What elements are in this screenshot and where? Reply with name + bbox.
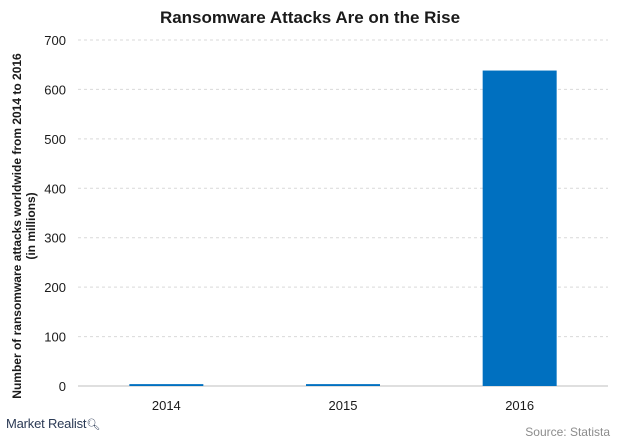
y-tick-label: 200	[44, 280, 66, 295]
y-tick-label: 0	[59, 379, 66, 394]
magnifier-icon: 🔍︎	[86, 419, 101, 431]
bars	[129, 70, 557, 386]
y-tick-label: 700	[44, 33, 66, 48]
x-tick-labels: 2014 2015 2016	[152, 398, 534, 413]
brand-logo: Market Realist🔍︎	[6, 416, 100, 431]
bar-2015	[306, 384, 380, 386]
x-tick-label: 2015	[329, 398, 358, 413]
source-note: Source: Statista	[525, 425, 610, 439]
x-tick-label: 2014	[152, 398, 181, 413]
y-tick-label: 400	[44, 181, 66, 196]
bar-2014	[129, 384, 204, 386]
y-tick-label: 600	[44, 82, 66, 97]
bar-2016	[482, 70, 557, 386]
y-tick-label: 300	[44, 231, 66, 246]
brand-name: Market Realist	[6, 416, 87, 431]
x-tick-label: 2016	[505, 398, 534, 413]
y-tick-labels: 0 100 200 300 400 500 600 700	[44, 33, 66, 394]
y-tick-label: 100	[44, 330, 66, 345]
y-tick-label: 500	[44, 132, 66, 147]
chart-title: Ransomware Attacks Are on the Rise	[159, 8, 461, 27]
